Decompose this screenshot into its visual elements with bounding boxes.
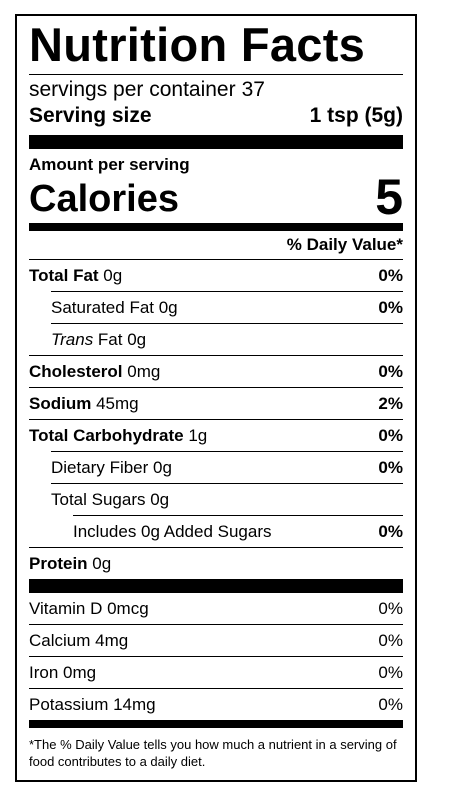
daily-value-header: % Daily Value* <box>286 235 403 254</box>
nutrient-amount: 0g <box>98 265 123 285</box>
nutrient-pct: 0% <box>378 297 403 317</box>
nutrient-row-cholesterol: Cholesterol 0mg 0% <box>29 355 403 387</box>
nutrient-pct: 2% <box>378 393 403 413</box>
vitamin-row: Calcium 4mg 0% <box>29 624 403 656</box>
nutrient-row-sodium: Sodium 45mg 2% <box>29 387 403 419</box>
servings-label: servings per container <box>29 78 236 101</box>
nutrient-row-total-sugars: Total Sugars 0g <box>51 483 403 515</box>
nutrient-name-italic: Trans <box>51 329 94 349</box>
divider <box>29 74 403 75</box>
vitamin-name: Vitamin D 0mcg <box>29 598 149 618</box>
label-title: Nutrition Facts <box>29 18 366 71</box>
servings-per-container: servings per container 37 <box>29 77 403 103</box>
nutrient-pct: 0% <box>378 425 403 445</box>
nutrient-name: Total Carbohydrate <box>29 425 184 445</box>
vitamin-name: Iron 0mg <box>29 662 97 682</box>
nutrient-name-rest: Fat 0g <box>93 329 147 349</box>
nutrient-name: Total Fat <box>29 265 99 285</box>
calories-label: Calories <box>29 178 179 220</box>
nutrient-name: Total Sugars 0g <box>51 489 170 509</box>
serving-size-label: Serving size <box>29 104 152 127</box>
vitamin-name: Potassium 14mg <box>29 694 156 714</box>
nutrient-amount: 0g <box>87 553 112 573</box>
vitamin-row: Vitamin D 0mcg 0% <box>29 593 403 624</box>
vitamin-row: Potassium 14mg 0% <box>29 688 403 720</box>
vitamin-pct: 0% <box>378 662 403 682</box>
thick-divider <box>29 135 403 149</box>
vitamin-pct: 0% <box>378 694 403 714</box>
nutrient-name: Dietary Fiber 0g <box>51 457 172 477</box>
calories-value: 5 <box>375 169 403 225</box>
thick-divider <box>29 579 403 593</box>
nutrient-pct: 0% <box>378 521 403 541</box>
nutrient-pct: 0% <box>378 361 403 381</box>
nutrient-row-protein: Protein 0g <box>29 547 403 579</box>
nutrient-amount: 45mg <box>91 393 139 413</box>
nutrient-pct: 0% <box>378 457 403 477</box>
nutrient-amount: 1g <box>183 425 208 445</box>
nutrient-name: Cholesterol <box>29 361 123 381</box>
vitamin-pct: 0% <box>378 630 403 650</box>
nutrient-row-added-sugars: Includes 0g Added Sugars 0% <box>73 515 403 547</box>
medium-divider <box>29 720 403 728</box>
nutrient-name: Saturated Fat 0g <box>51 297 178 317</box>
nutrient-row-total-fat: Total Fat 0g 0% <box>29 259 403 291</box>
nutrient-name: Protein <box>29 553 88 573</box>
footnote: *The % Daily Value tells you how much a … <box>29 737 397 769</box>
vitamin-name: Calcium 4mg <box>29 630 129 650</box>
medium-divider <box>29 223 403 231</box>
serving-size-value: 1 tsp (5g) <box>309 104 403 127</box>
serving-size: Serving size 1 tsp (5g) <box>29 103 403 129</box>
servings-value: 37 <box>241 78 265 101</box>
nutrient-name: Includes 0g Added Sugars <box>73 521 272 541</box>
nutrient-amount: 0mg <box>122 361 161 381</box>
nutrient-row-saturated-fat: Saturated Fat 0g 0% <box>51 291 403 323</box>
amount-per-serving: Amount per serving <box>29 155 190 174</box>
nutrient-pct: 0% <box>378 265 403 285</box>
nutrition-facts-label: Nutrition Facts servings per container 37… <box>15 14 417 782</box>
nutrient-row-trans-fat: Trans Fat 0g <box>51 323 403 355</box>
calories-row: Calories 5 <box>29 169 403 225</box>
vitamin-pct: 0% <box>378 598 403 618</box>
nutrient-row-dietary-fiber: Dietary Fiber 0g 0% <box>51 451 403 483</box>
nutrient-row-total-carbohydrate: Total Carbohydrate 1g 0% <box>29 419 403 451</box>
vitamin-row: Iron 0mg 0% <box>29 656 403 688</box>
nutrient-name: Sodium <box>29 393 92 413</box>
